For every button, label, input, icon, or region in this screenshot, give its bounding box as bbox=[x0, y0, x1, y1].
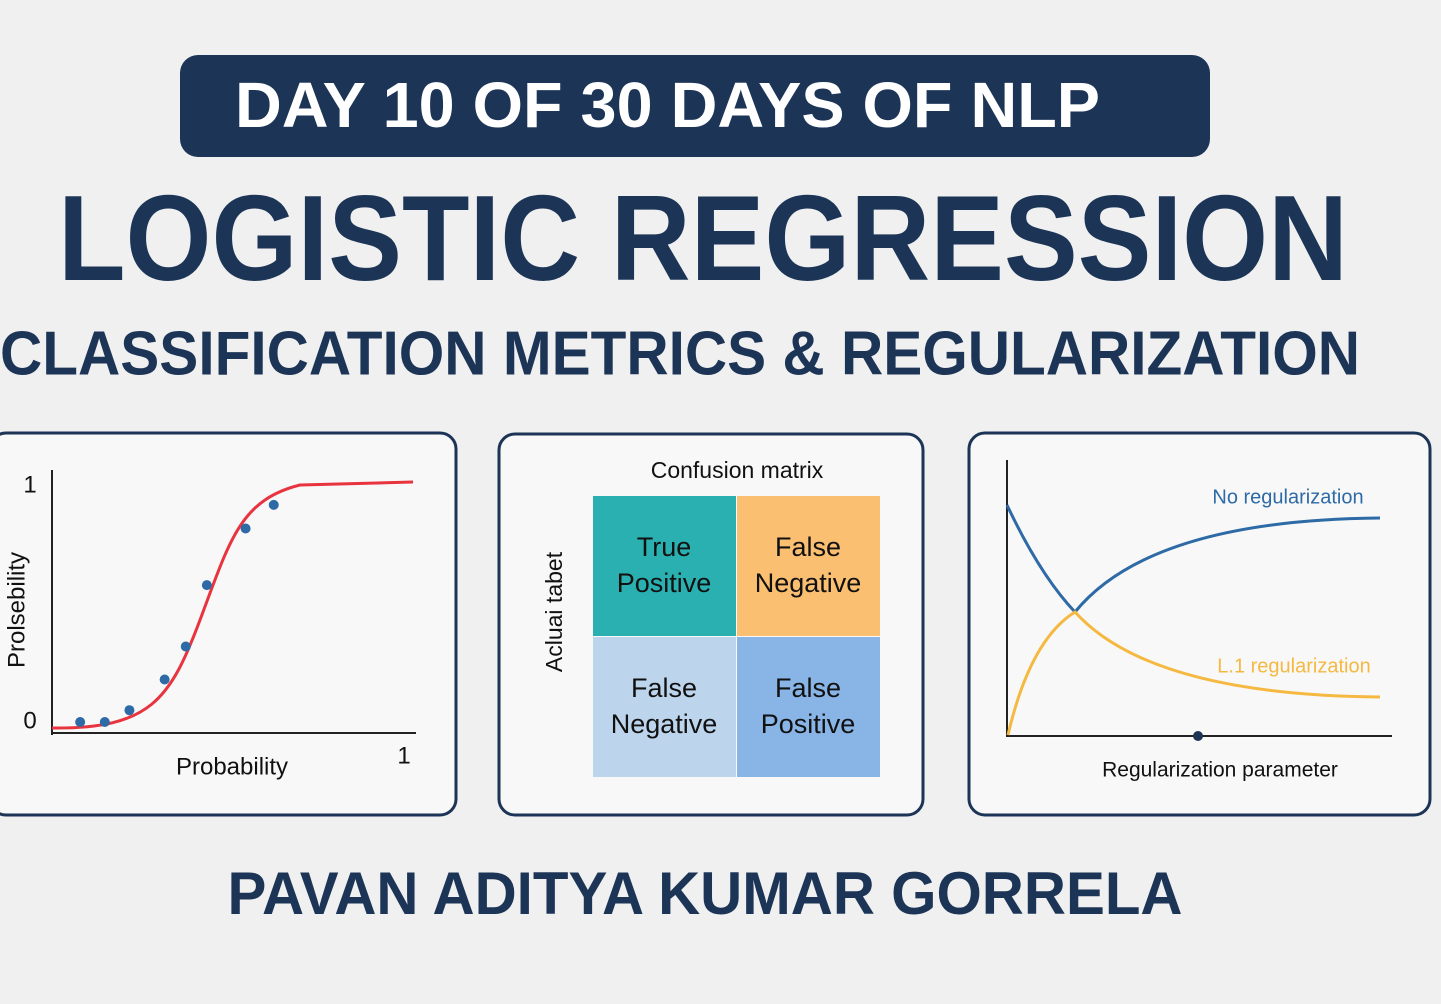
point bbox=[75, 717, 86, 727]
point bbox=[99, 717, 110, 727]
banner bbox=[180, 55, 1210, 157]
panel bbox=[0, 431, 458, 817]
marker bbox=[1193, 731, 1203, 741]
cell-label: Positive bbox=[617, 568, 712, 598]
matrix-cell bbox=[593, 637, 736, 777]
cell-label: False bbox=[631, 673, 697, 703]
matrix-cell bbox=[593, 496, 736, 636]
point bbox=[124, 705, 135, 716]
x-axis-label: Regularization parameter bbox=[1102, 759, 1338, 782]
cell-label: False bbox=[775, 532, 841, 562]
confusion-matrix: True Positive False Negative False Negative Fa… bbox=[593, 496, 880, 777]
author: PAVAN ADITYA KUMAR GORRELA bbox=[228, 860, 1183, 927]
sigmoid-curve bbox=[51, 480, 414, 730]
matrix-y-label: Acluai tabet bbox=[541, 551, 567, 672]
cell-label: Negative bbox=[755, 568, 862, 598]
x-axis-label: Probability bbox=[176, 753, 288, 780]
point bbox=[268, 499, 279, 510]
curve bbox=[1005, 504, 1381, 615]
matrix-cell bbox=[737, 637, 880, 777]
matrix-title: Confusion matrix bbox=[651, 457, 824, 483]
panel bbox=[967, 431, 1432, 817]
sigmoid-plot: Prolsebility Probability 0 1 1 bbox=[3, 470, 416, 780]
cell-label: Positive bbox=[761, 709, 856, 739]
point bbox=[159, 674, 170, 685]
curve-label: No regularization bbox=[1212, 486, 1363, 508]
point bbox=[201, 580, 212, 591]
matrix-cell bbox=[737, 496, 880, 636]
y-tick-label: 1 bbox=[23, 471, 36, 498]
y-axis-label: Prolsebility bbox=[3, 552, 30, 668]
cell-label: True bbox=[637, 532, 692, 562]
title: LOGISTIC REGRESSION bbox=[58, 170, 1348, 306]
curve-label: L.1 regularization bbox=[1217, 655, 1370, 677]
cell-label: False bbox=[775, 673, 841, 703]
point bbox=[180, 641, 191, 652]
cell-label: Negative bbox=[611, 709, 718, 739]
regularization-plot: No regularization L.1 regularization Reg… bbox=[1005, 460, 1392, 782]
subtitle: CLASSIFICATION METRICS & REGULARIZATION bbox=[0, 319, 1360, 388]
curve bbox=[1006, 610, 1381, 736]
x-tick-label: 1 bbox=[397, 742, 410, 769]
banner-text: DAY 10 OF 30 DAYS OF NLP bbox=[235, 69, 1100, 141]
point bbox=[240, 523, 251, 534]
y-tick-label: 0 bbox=[23, 707, 36, 734]
